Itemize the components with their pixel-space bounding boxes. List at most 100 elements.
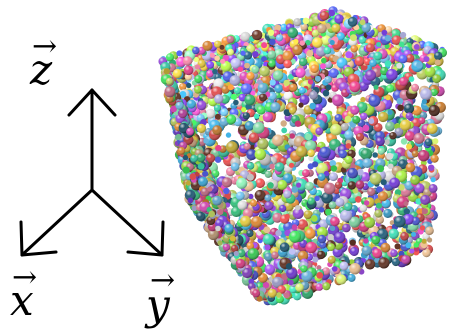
particle [284, 229, 291, 237]
particle-highlight [404, 131, 415, 142]
particle-highlight [264, 264, 275, 275]
particle [428, 164, 435, 171]
particle [394, 189, 402, 196]
particle-highlight [307, 197, 315, 205]
particle-highlight [250, 199, 258, 207]
particle-highlight [430, 154, 439, 163]
particle-highlight [300, 23, 308, 31]
particle [409, 248, 415, 254]
particle [398, 41, 405, 47]
particle [309, 102, 317, 110]
particle [350, 34, 357, 42]
particle-highlight [182, 56, 193, 66]
particle [408, 76, 415, 82]
particle-highlight [359, 204, 368, 213]
particle [250, 90, 256, 96]
particle-highlight [362, 158, 373, 169]
particle [274, 24, 281, 32]
particle-highlight [424, 66, 436, 78]
particle-highlight [205, 108, 216, 119]
particle-highlight [299, 94, 310, 105]
particle-highlight [221, 177, 233, 188]
particle-highlight [418, 150, 430, 162]
particle-highlight [342, 223, 351, 233]
particle [203, 138, 209, 144]
particle-highlight [256, 105, 266, 115]
particle [209, 52, 215, 58]
x-axis-arrow [19, 188, 94, 257]
particle [381, 29, 388, 36]
particle-highlight [355, 132, 365, 142]
particle [220, 58, 226, 64]
particle-highlight [358, 35, 367, 44]
particle [275, 229, 282, 237]
particle [372, 152, 378, 158]
particle-highlight [360, 112, 368, 121]
particle-highlight [243, 142, 251, 151]
particle [375, 202, 383, 209]
particle [330, 165, 338, 172]
axis-triad: → z → x → y [10, 29, 175, 329]
particle-highlight [375, 215, 384, 224]
particle-highlight [363, 58, 371, 66]
particle [290, 58, 296, 64]
particle-highlight [349, 263, 361, 275]
particle [420, 159, 427, 166]
particle-highlight [361, 23, 371, 33]
particle-highlight [240, 31, 251, 42]
particle-highlight [315, 45, 327, 57]
particle-highlight [257, 138, 269, 150]
particle-highlight [344, 130, 354, 140]
particle-highlight [206, 61, 215, 69]
particle-highlight [272, 276, 284, 289]
particle-highlight [411, 216, 420, 226]
particle-highlight [355, 180, 365, 189]
particle [323, 170, 330, 177]
particle-highlight [275, 34, 284, 42]
particle-highlight [399, 76, 408, 86]
particle [293, 38, 299, 45]
particle [264, 244, 271, 251]
particle [387, 163, 394, 170]
particle-highlight [386, 84, 395, 93]
particle [434, 59, 441, 66]
particle-highlight [360, 148, 373, 160]
particle-highlight [414, 183, 425, 194]
particle-highlight [420, 88, 432, 101]
particle-highlight [233, 87, 241, 95]
particle-highlight [377, 147, 385, 155]
particle-highlight [287, 27, 299, 38]
particle-highlight [312, 37, 323, 48]
particle-highlight [297, 250, 309, 262]
particle-highlight [305, 181, 314, 191]
particle-highlight [271, 251, 279, 259]
particle-highlight [327, 255, 336, 264]
particle-highlight [262, 112, 273, 123]
particle [397, 104, 404, 112]
particle-highlight [390, 249, 398, 257]
particle [328, 9, 336, 17]
particle-highlight [336, 274, 347, 285]
particle-highlight [240, 83, 252, 95]
particle-highlight [317, 250, 326, 260]
particle-highlight [295, 67, 306, 78]
particle-highlight [413, 132, 425, 144]
particle [316, 272, 324, 279]
particle [276, 292, 282, 298]
particle-highlight [300, 265, 308, 273]
particle [396, 97, 404, 105]
particle-highlight [305, 241, 318, 254]
particle [289, 133, 296, 139]
particle-highlight [257, 83, 268, 93]
particle-highlight [317, 234, 327, 244]
particle-highlight [282, 173, 293, 184]
particle-highlight [315, 127, 324, 136]
particle-highlight [364, 217, 375, 228]
particle-highlight [338, 149, 348, 159]
particle [421, 208, 428, 215]
particle [294, 205, 301, 211]
particle [376, 186, 383, 193]
particle [262, 282, 270, 289]
cube-right-face [158, 57, 265, 302]
particle [230, 93, 237, 100]
